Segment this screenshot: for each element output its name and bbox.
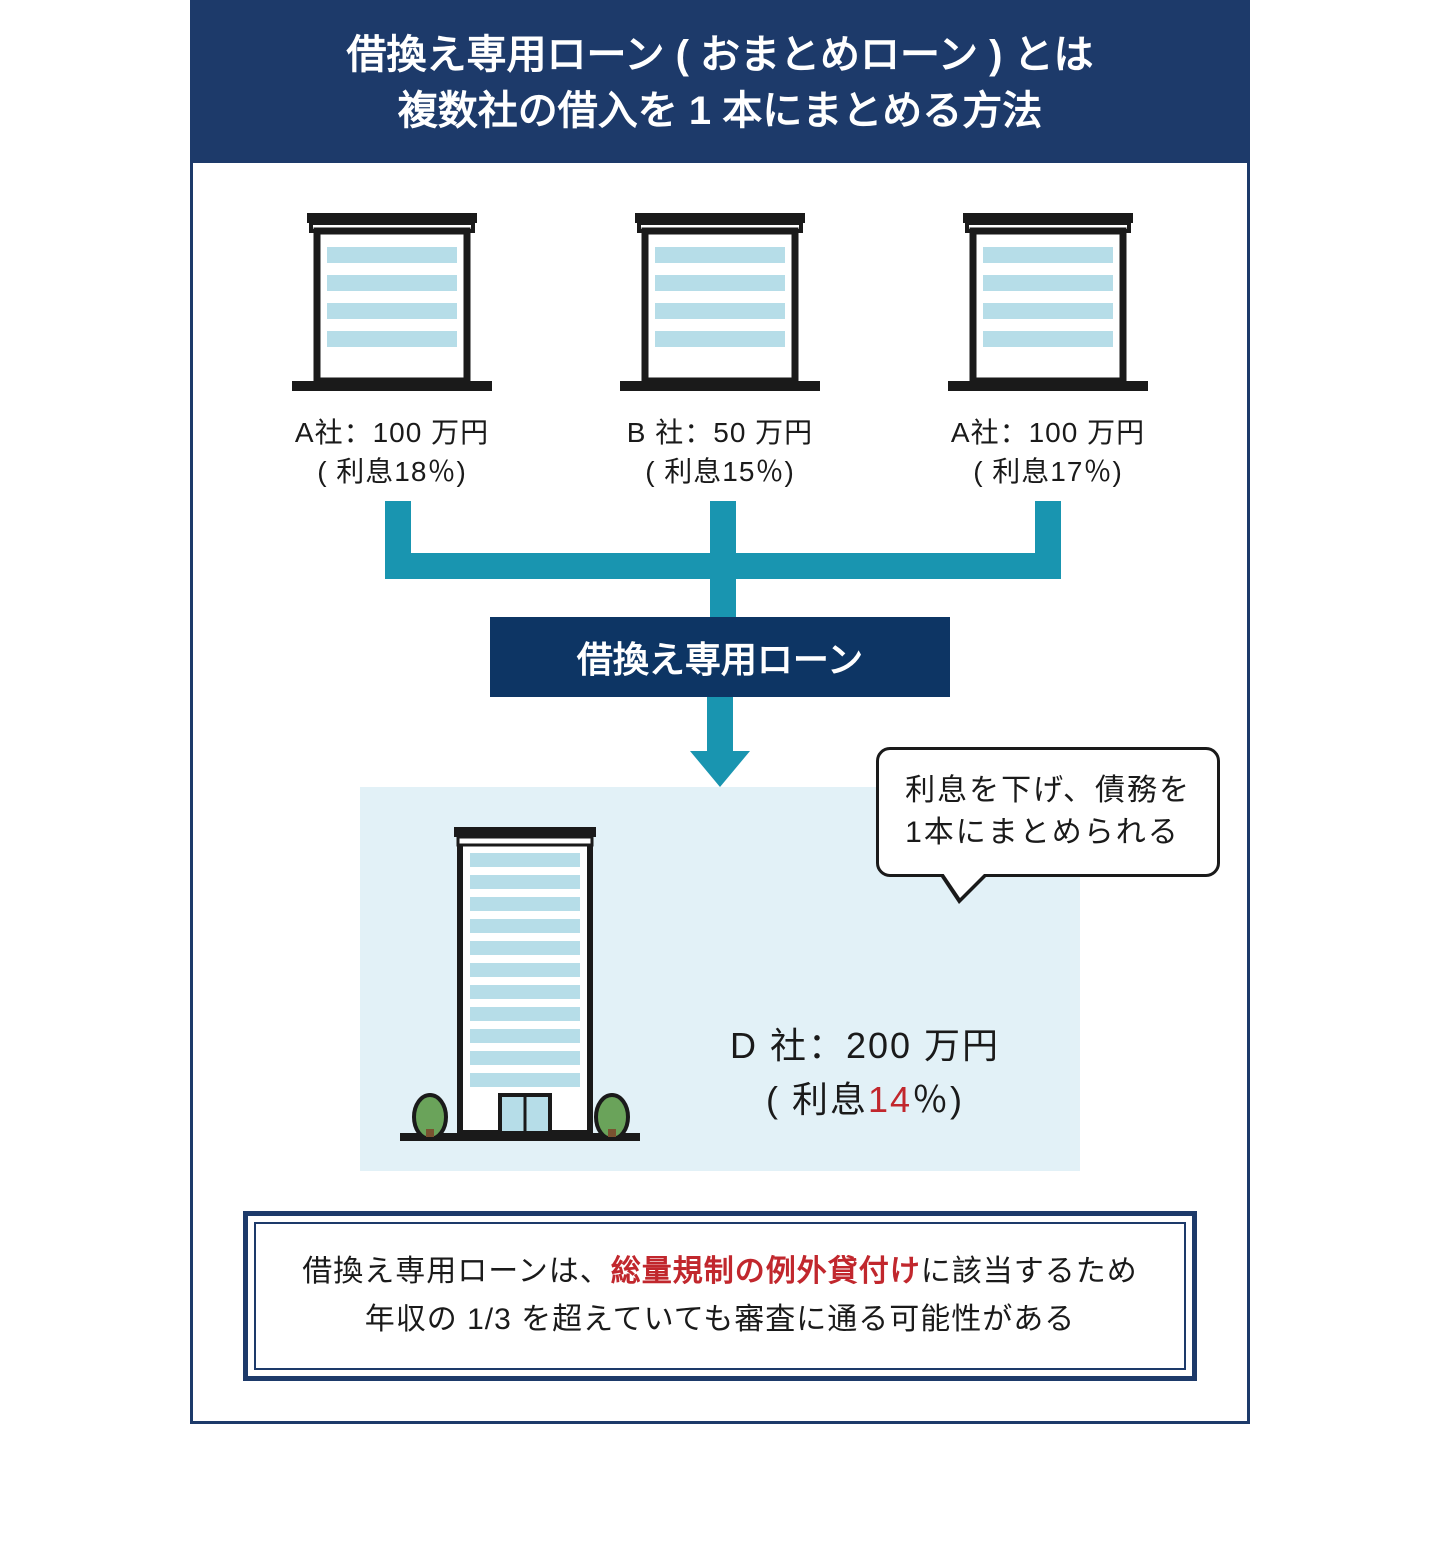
building-icon	[277, 203, 507, 403]
result-text: D 社：200 万円 ( 利息14％)	[680, 1019, 1050, 1147]
mid-label: 借換え専用ローン	[490, 617, 950, 697]
note-frame: 借換え専用ローンは、総量規制の例外貸付けに該当するため 年収の 1/3 を超えて…	[243, 1211, 1197, 1381]
building-icon	[933, 203, 1163, 403]
speech-bubble: 利息を下げ、債務を 1本にまとめられる	[876, 747, 1220, 877]
lender-label: A社：100 万円 ( 利息17％)	[951, 413, 1145, 491]
infographic-frame: 借換え専用ローン ( おまとめローン ) とは 複数社の借入を 1 本にまとめる…	[190, 0, 1250, 1424]
building-icon	[605, 203, 835, 403]
title-bar: 借換え専用ローン ( おまとめローン ) とは 複数社の借入を 1 本にまとめる…	[193, 3, 1247, 163]
lender-c: A社：100 万円 ( 利息17％)	[899, 203, 1197, 491]
lender-label: B 社：50 万円 ( 利息15％)	[627, 413, 813, 491]
lender-a: A社：100 万円 ( 利息18％)	[243, 203, 541, 491]
lenders-row: A社：100 万円 ( 利息18％)	[243, 203, 1197, 491]
lender-label: A社：100 万円 ( 利息18％)	[295, 413, 489, 491]
content-area: A社：100 万円 ( 利息18％)	[193, 163, 1247, 1421]
merge-flow-icon	[243, 491, 1203, 621]
note-text: 借換え専用ローンは、総量規制の例外貸付けに該当するため 年収の 1/3 を超えて…	[254, 1222, 1186, 1370]
tall-building-icon	[390, 817, 650, 1147]
title-line-2: 複数社の借入を 1 本にまとめる方法	[398, 89, 1042, 133]
result-panel: 利息を下げ、債務を 1本にまとめられる	[360, 787, 1080, 1171]
lender-b: B 社：50 万円 ( 利息15％)	[571, 203, 869, 491]
title-line-1: 借換え専用ローン ( おまとめローン ) とは	[346, 33, 1093, 77]
arrow-down-icon	[690, 751, 750, 787]
